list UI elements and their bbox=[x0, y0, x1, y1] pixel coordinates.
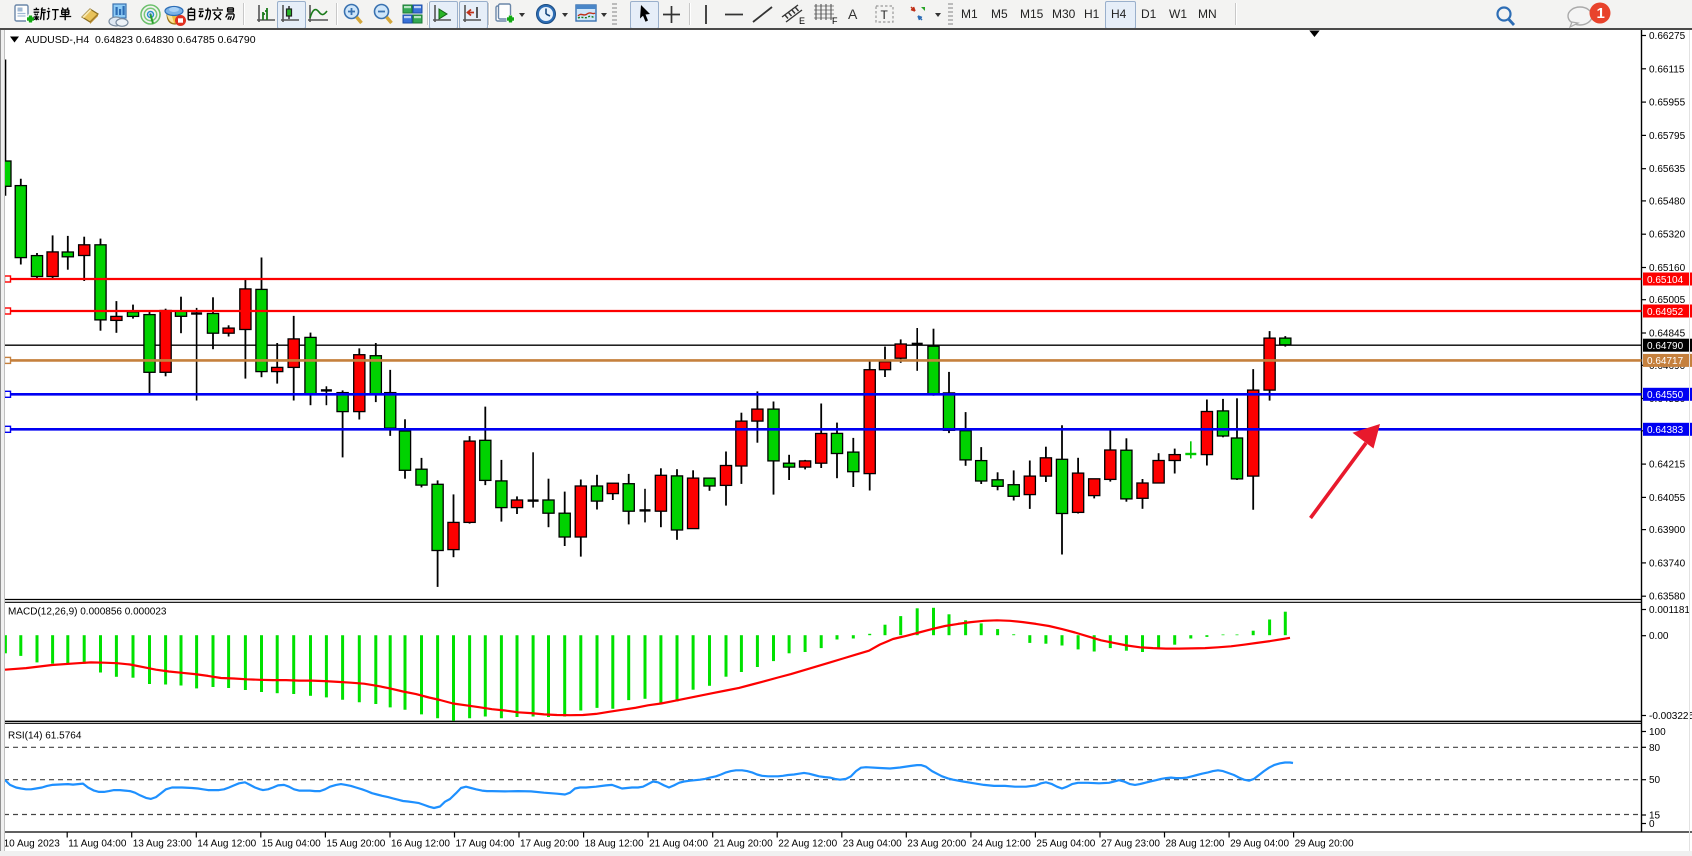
svg-text:29 Aug 04:00: 29 Aug 04:00 bbox=[1230, 839, 1289, 850]
svg-text:0.65635: 0.65635 bbox=[1649, 164, 1686, 175]
svg-text:23 Aug 20:00: 23 Aug 20:00 bbox=[907, 839, 966, 850]
svg-text:0.64055: 0.64055 bbox=[1649, 493, 1686, 504]
svg-text:AUDUSD-,H4 0.64823 0.64830 0.: AUDUSD-,H4 0.64823 0.64830 0.64785 0.647… bbox=[25, 34, 256, 46]
svg-text:13 Aug 23:00: 13 Aug 23:00 bbox=[133, 839, 192, 850]
svg-text:23 Aug 04:00: 23 Aug 04:00 bbox=[843, 839, 902, 850]
svg-text:0.64383: 0.64383 bbox=[1647, 425, 1684, 436]
svg-text:80: 80 bbox=[1649, 743, 1661, 754]
svg-text:17 Aug 20:00: 17 Aug 20:00 bbox=[520, 839, 579, 850]
svg-text:14 Aug 12:00: 14 Aug 12:00 bbox=[197, 839, 256, 850]
svg-text:0.65795: 0.65795 bbox=[1649, 131, 1686, 142]
svg-text:0.65480: 0.65480 bbox=[1649, 196, 1686, 207]
svg-text:F: F bbox=[832, 16, 838, 26]
svg-text:29 Aug 20:00: 29 Aug 20:00 bbox=[1295, 839, 1354, 850]
svg-text:0.63580: 0.63580 bbox=[1649, 592, 1686, 603]
svg-text:0.63900: 0.63900 bbox=[1649, 525, 1686, 536]
svg-text:15: 15 bbox=[1649, 811, 1661, 822]
svg-text:1: 1 bbox=[1597, 5, 1605, 22]
svg-text:0.66275: 0.66275 bbox=[1649, 31, 1686, 42]
svg-text:0.64790: 0.64790 bbox=[1647, 341, 1684, 352]
svg-text:10 Aug 2023: 10 Aug 2023 bbox=[4, 839, 61, 850]
svg-text:15 Aug 04:00: 15 Aug 04:00 bbox=[262, 839, 321, 850]
svg-text:0.00: 0.00 bbox=[1649, 631, 1669, 642]
svg-text:25 Aug 04:00: 25 Aug 04:00 bbox=[1036, 839, 1095, 850]
svg-text:0.65005: 0.65005 bbox=[1649, 295, 1686, 306]
svg-text:18 Aug 12:00: 18 Aug 12:00 bbox=[585, 839, 644, 850]
svg-text:0.65160: 0.65160 bbox=[1649, 263, 1686, 274]
svg-text:0.001181: 0.001181 bbox=[1649, 605, 1690, 616]
svg-text:T: T bbox=[881, 8, 889, 22]
svg-text:15 Aug 20:00: 15 Aug 20:00 bbox=[326, 839, 385, 850]
svg-text:21 Aug 20:00: 21 Aug 20:00 bbox=[714, 839, 773, 850]
svg-text:50: 50 bbox=[1649, 775, 1661, 786]
svg-text:0.65320: 0.65320 bbox=[1649, 230, 1686, 241]
svg-text:100: 100 bbox=[1649, 727, 1666, 738]
svg-text:0.64717: 0.64717 bbox=[1647, 356, 1684, 367]
svg-text:22 Aug 12:00: 22 Aug 12:00 bbox=[778, 839, 837, 850]
svg-text:0.64215: 0.64215 bbox=[1649, 460, 1686, 471]
svg-text:0.66115: 0.66115 bbox=[1649, 64, 1685, 75]
svg-text:-0.003225: -0.003225 bbox=[1649, 711, 1692, 722]
svg-text:0: 0 bbox=[1649, 819, 1655, 830]
svg-text:24 Aug 12:00: 24 Aug 12:00 bbox=[972, 839, 1031, 850]
svg-text:16 Aug 12:00: 16 Aug 12:00 bbox=[391, 839, 450, 850]
svg-text:0.64845: 0.64845 bbox=[1649, 329, 1686, 340]
svg-text:MACD(12,26,9) 0.000856 0.00002: MACD(12,26,9) 0.000856 0.000023 bbox=[8, 607, 167, 618]
svg-text:21 Aug 04:00: 21 Aug 04:00 bbox=[649, 839, 708, 850]
svg-text:17 Aug 04:00: 17 Aug 04:00 bbox=[456, 839, 515, 850]
svg-text:0.64952: 0.64952 bbox=[1647, 307, 1684, 318]
svg-text:27 Aug 23:00: 27 Aug 23:00 bbox=[1101, 839, 1160, 850]
svg-text:11 Aug 04:00: 11 Aug 04:00 bbox=[68, 839, 127, 850]
svg-text:0.63740: 0.63740 bbox=[1649, 558, 1686, 569]
svg-text:RSI(14) 61.5764: RSI(14) 61.5764 bbox=[8, 731, 82, 742]
svg-text:0.65104: 0.65104 bbox=[1647, 275, 1684, 286]
svg-text:0.64550: 0.64550 bbox=[1647, 390, 1684, 401]
svg-text:0.65955: 0.65955 bbox=[1649, 98, 1686, 109]
svg-text:E: E bbox=[799, 16, 805, 26]
svg-text:28 Aug 12:00: 28 Aug 12:00 bbox=[1166, 839, 1225, 850]
